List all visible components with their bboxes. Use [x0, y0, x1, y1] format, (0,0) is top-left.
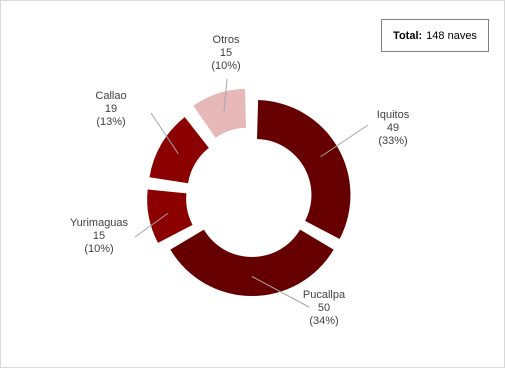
- leader-line-iquitos: [320, 124, 369, 158]
- label-percent-otros: (10%): [211, 60, 240, 72]
- label-value-callao: 19: [105, 103, 117, 115]
- label-name-callao: Callao: [95, 90, 126, 102]
- leader-line-pucallpa: [251, 276, 310, 308]
- total-box: Total: 148 naves: [381, 19, 489, 52]
- slice-otros: [193, 88, 247, 138]
- leader-line-otros: [223, 78, 228, 113]
- label-value-iquitos: 49: [387, 122, 399, 134]
- slice-pucallpa: [170, 229, 334, 297]
- label-percent-iquitos: (33%): [378, 135, 407, 147]
- label-name-otros: Otros: [213, 34, 240, 46]
- total-label: Total:: [393, 29, 423, 42]
- label-value-yurimaguas: 15: [93, 230, 105, 242]
- slice-yurimaguas: [147, 189, 193, 243]
- label-name-yurimaguas: Yurimaguas: [70, 217, 129, 229]
- label-name-pucallpa: Pucallpa: [303, 289, 346, 301]
- label-value-pucallpa: 50: [318, 302, 330, 314]
- label-value-otros: 15: [220, 47, 232, 59]
- label-name-iquitos: Iquitos: [377, 109, 410, 121]
- slice-callao: [149, 117, 209, 184]
- leader-line-callao: [150, 112, 179, 155]
- total-value: 148 naves: [426, 29, 477, 42]
- leader-line-yurimaguas: [134, 212, 169, 238]
- label-percent-callao: (13%): [96, 116, 125, 128]
- slice-iquitos: [257, 100, 351, 239]
- label-percent-pucallpa: (34%): [309, 315, 338, 327]
- label-percent-yurimaguas: (10%): [84, 243, 113, 255]
